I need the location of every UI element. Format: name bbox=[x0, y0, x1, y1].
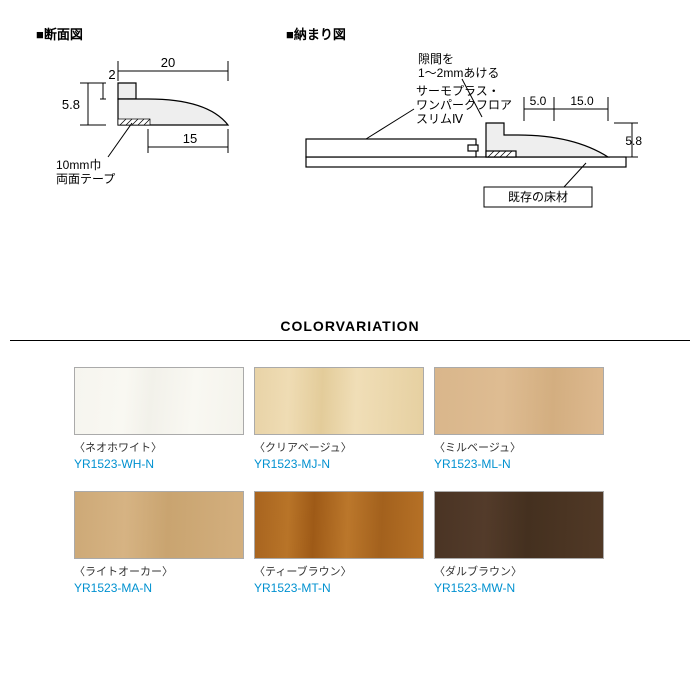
section-title: COLORVARIATION bbox=[0, 318, 700, 334]
dim-bottom: 15 bbox=[183, 131, 197, 146]
swatch-item: 〈ライトオーカー〉 YR1523-MA-N bbox=[74, 491, 244, 595]
swatch-item: 〈クリアベージュ〉 YR1523-MJ-N bbox=[254, 367, 424, 471]
swatch-code: YR1523-MW-N bbox=[434, 581, 604, 595]
swatch-code: YR1523-MJ-N bbox=[254, 457, 424, 471]
swatch-item: 〈ネオホワイト〉 YR1523-WH-N bbox=[74, 367, 244, 471]
swatch-chip bbox=[434, 491, 604, 559]
swatch-item: 〈ミルベージュ〉 YR1523-ML-N bbox=[434, 367, 604, 471]
swatch-code: YR1523-MT-N bbox=[254, 581, 424, 595]
note-floor-2: ワンパークフロア bbox=[416, 98, 512, 112]
swatch-row: 〈ライトオーカー〉 YR1523-MA-N 〈ティーブラウン〉 YR1523-M… bbox=[74, 491, 626, 595]
note-existing: 既存の床材 bbox=[508, 190, 568, 204]
swatch-name: 〈ミルベージュ〉 bbox=[434, 439, 604, 455]
cross-section-title: ■断面図 bbox=[36, 24, 246, 43]
swatch-name: 〈ネオホワイト〉 bbox=[74, 439, 244, 455]
swatch-name: 〈ライトオーカー〉 bbox=[74, 563, 244, 579]
note-floor-1: サーモプラス・ bbox=[416, 84, 500, 98]
swatch-row: 〈ネオホワイト〉 YR1523-WH-N 〈クリアベージュ〉 YR1523-MJ… bbox=[74, 367, 626, 471]
dim-left: 5.8 bbox=[62, 97, 80, 112]
swatch-chip bbox=[74, 491, 244, 559]
swatch-name: 〈ティーブラウン〉 bbox=[254, 563, 424, 579]
swatch-code: YR1523-ML-N bbox=[434, 457, 604, 471]
swatch-item: 〈ティーブラウン〉 YR1523-MT-N bbox=[254, 491, 424, 595]
dim-h: 5.8 bbox=[625, 134, 642, 148]
swatch-chip bbox=[74, 367, 244, 435]
installation-title: ■納まり図 bbox=[286, 24, 646, 43]
note-floor-3: スリムⅣ bbox=[416, 112, 463, 126]
color-swatches: 〈ネオホワイト〉 YR1523-WH-N 〈クリアベージュ〉 YR1523-MJ… bbox=[0, 367, 700, 595]
swatch-code: YR1523-WH-N bbox=[74, 457, 244, 471]
installation-diagram: ■納まり図 隙間を 1〜2mmあける サーモプラス・ ワンパークフロア スリムⅣ bbox=[286, 24, 646, 228]
dim-b: 15.0 bbox=[570, 94, 594, 108]
dim-top: 20 bbox=[161, 55, 175, 70]
section-rule bbox=[10, 340, 690, 341]
swatch-name: 〈ダルブラウン〉 bbox=[434, 563, 604, 579]
installation-svg: 隙間を 1〜2mmあける サーモプラス・ ワンパークフロア スリムⅣ 5.0 1… bbox=[286, 53, 646, 228]
swatch-code: YR1523-MA-N bbox=[74, 581, 244, 595]
swatch-chip bbox=[254, 367, 424, 435]
swatch-chip bbox=[434, 367, 604, 435]
dim-top-left: 2 bbox=[108, 67, 115, 82]
cross-section-svg: 20 5.8 2 bbox=[36, 53, 246, 198]
note-tape-2: 両面テープ bbox=[56, 172, 115, 186]
swatch-name: 〈クリアベージュ〉 bbox=[254, 439, 424, 455]
dim-a: 5.0 bbox=[530, 94, 547, 108]
note-gap-2: 1〜2mmあける bbox=[418, 66, 499, 80]
cross-section-diagram: ■断面図 20 5.8 bbox=[36, 24, 246, 228]
note-gap-1: 隙間を bbox=[418, 53, 454, 66]
note-tape-1: 10mm巾 bbox=[56, 158, 101, 172]
swatch-chip bbox=[254, 491, 424, 559]
swatch-item: 〈ダルブラウン〉 YR1523-MW-N bbox=[434, 491, 604, 595]
